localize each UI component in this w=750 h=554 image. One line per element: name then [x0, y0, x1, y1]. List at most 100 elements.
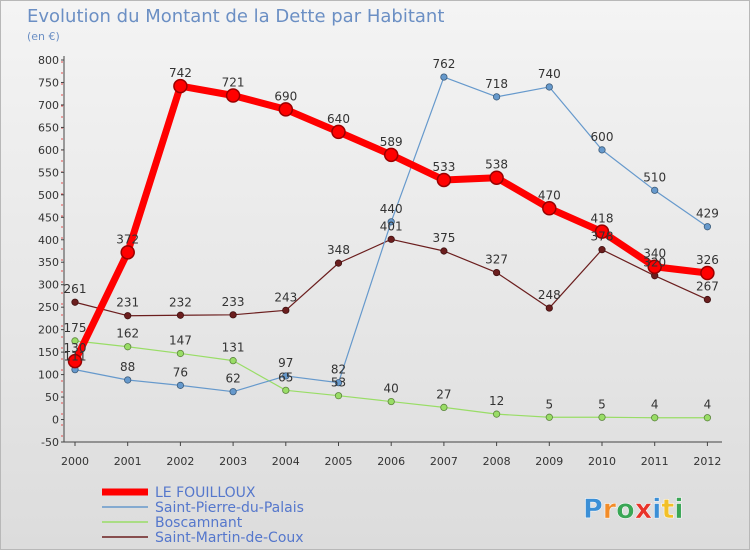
- legend: LE FOUILLOUXSaint-Pierre-du-PalaisBoscam…: [102, 485, 304, 546]
- proxiti-logo-text: Proxiti: [583, 494, 684, 525]
- data-label-saint-pierre-du-palais: 111: [64, 350, 87, 364]
- data-point-saint-martin-de-coux: [229, 311, 237, 319]
- data-point-saint-pierre-du-palais: [598, 146, 606, 154]
- data-point-saint-pierre-du-palais: [229, 388, 237, 396]
- data-point-saint-martin-de-coux: [492, 268, 501, 277]
- data-point-le-fouilloux: [594, 224, 610, 239]
- y-tick-label: 500: [38, 189, 59, 202]
- data-point-boscamnant: [176, 349, 184, 358]
- y-tick-label: 600: [38, 144, 59, 157]
- data-point-le-fouilloux: [383, 147, 399, 163]
- y-tick-label: 750: [38, 76, 59, 89]
- data-point-saint-pierre-du-palais: [334, 379, 343, 387]
- logo-letter: t: [661, 494, 674, 525]
- y-tick-label: 300: [38, 279, 59, 292]
- data-label-saint-pierre-du-palais: 62: [225, 372, 240, 386]
- data-point-le-fouilloux: [225, 88, 241, 103]
- data-point-saint-pierre-du-palais: [492, 93, 501, 101]
- data-label-le-fouilloux: 589: [380, 135, 403, 149]
- y-tick-label: 250: [38, 301, 59, 314]
- y-tick-label: 350: [38, 256, 59, 269]
- data-label-le-fouilloux: 538: [485, 158, 508, 172]
- y-tick-label: 150: [38, 346, 59, 359]
- y-tick-label: 700: [38, 99, 59, 112]
- data-label-saint-martin-de-coux: 243: [274, 290, 297, 304]
- data-label-saint-pierre-du-palais: 82: [331, 363, 346, 377]
- proxiti-logo: Proxiti: [583, 494, 684, 526]
- data-label-boscamnant: 53: [331, 376, 346, 390]
- data-label-le-fouilloux: 326: [696, 253, 719, 267]
- data-point-saint-pierre-du-palais: [703, 223, 712, 231]
- y-tick-label: 100: [38, 369, 59, 382]
- y-tick-label: 400: [38, 234, 59, 247]
- data-labels: 261 231 232 233 243 348 401 375 327 248 378 320 267 1…: [64, 57, 719, 412]
- x-tick-label: 2011: [641, 455, 669, 468]
- data-point-le-fouilloux: [331, 124, 346, 140]
- logo-letter: r: [603, 494, 617, 525]
- data-point-saint-pierre-du-palais: [440, 73, 448, 81]
- data-label-boscamnant: 131: [222, 341, 245, 355]
- data-point-le-fouilloux: [173, 78, 188, 94]
- data-label-boscamnant: 4: [651, 398, 659, 412]
- data-label-boscamnant: 40: [384, 382, 399, 396]
- data-label-saint-pierre-du-palais: 600: [591, 130, 614, 144]
- data-label-saint-pierre-du-palais: 429: [696, 207, 719, 221]
- data-label-saint-martin-de-coux: 327: [485, 253, 508, 267]
- data-label-saint-pierre-du-palais: 740: [538, 67, 561, 81]
- x-tick-label: 2007: [430, 455, 458, 468]
- legend-label-boscamnant: Boscamnant: [155, 515, 243, 531]
- data-label-saint-martin-de-coux: 233: [222, 295, 245, 309]
- data-label-le-fouilloux: 640: [327, 112, 350, 126]
- data-label-saint-pierre-du-palais: 510: [643, 170, 666, 184]
- data-label-saint-martin-de-coux: 231: [116, 296, 139, 310]
- x-tick-label: 2004: [272, 455, 300, 468]
- x-tick-label: 2001: [114, 455, 142, 468]
- logo-letter: x: [635, 494, 652, 525]
- data-point-saint-pierre-du-palais: [176, 381, 184, 389]
- x-tick-label: 2009: [535, 455, 563, 468]
- series-group: [67, 73, 715, 422]
- data-point-boscamnant: [229, 357, 237, 365]
- x-tick-label: 2000: [61, 455, 89, 468]
- data-label-saint-pierre-du-palais: 88: [120, 360, 135, 374]
- data-point-saint-martin-de-coux: [598, 246, 606, 254]
- data-point-saint-pierre-du-palais: [282, 372, 290, 380]
- legend-label-saint-martin-de-coux: Saint-Martin-de-Coux: [155, 530, 304, 546]
- logo-letter: i: [674, 494, 683, 525]
- y-tick-label: 550: [38, 166, 59, 179]
- data-point-le-fouilloux: [647, 259, 662, 274]
- legend-label-saint-pierre-du-palais: Saint-Pierre-du-Palais: [155, 500, 304, 516]
- y-tick-label: 450: [38, 211, 59, 224]
- data-label-boscamnant: 162: [116, 327, 139, 341]
- data-label-le-fouilloux: 533: [432, 160, 455, 174]
- data-label-boscamnant: 27: [436, 387, 451, 401]
- data-point-le-fouilloux: [542, 201, 557, 216]
- data-point-le-fouilloux: [120, 245, 135, 260]
- logo-letter: P: [583, 494, 603, 525]
- data-label-saint-pierre-du-palais: 76: [173, 365, 188, 379]
- data-point-saint-martin-de-coux: [440, 247, 448, 255]
- data-point-saint-pierre-du-palais: [387, 218, 395, 226]
- data-label-le-fouilloux: 721: [222, 76, 245, 90]
- y-tick-label: -50: [41, 436, 59, 449]
- data-point-saint-martin-de-coux: [387, 235, 395, 243]
- data-label-saint-martin-de-coux: 232: [169, 295, 192, 309]
- x-tick-label: 2012: [693, 455, 721, 468]
- x-tick-label: 2002: [166, 455, 194, 468]
- data-label-boscamnant: 65: [278, 370, 293, 384]
- data-label-le-fouilloux: 130: [64, 341, 87, 355]
- data-label-saint-martin-de-coux: 348: [327, 243, 350, 257]
- data-point-saint-martin-de-coux: [545, 304, 553, 312]
- x-tick-label: 2006: [377, 455, 405, 468]
- x-tick-label: 2010: [588, 455, 616, 468]
- data-point-boscamnant: [703, 414, 712, 422]
- data-label-saint-pierre-du-palais: 718: [485, 77, 508, 91]
- data-point-saint-pierre-du-palais: [545, 83, 553, 91]
- data-label-saint-pierre-du-palais: 97: [278, 356, 293, 370]
- logo-letter: i: [652, 494, 661, 525]
- data-label-boscamnant: 4: [704, 398, 712, 412]
- data-label-le-fouilloux: 418: [591, 212, 614, 226]
